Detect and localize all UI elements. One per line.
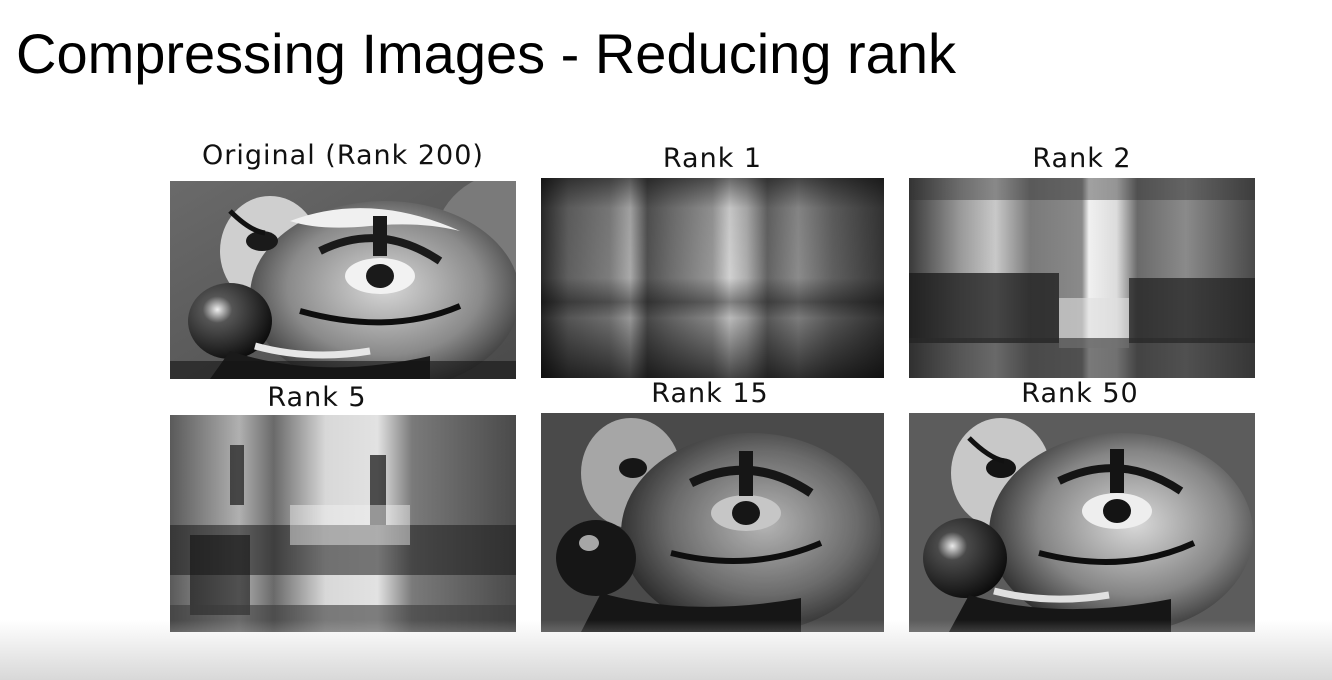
clown-image-rank-5 (170, 415, 516, 632)
panel-label-rank-2: Rank 2 (1032, 143, 1132, 174)
bottom-shadow (0, 620, 1332, 680)
panel-label-rank-50: Rank 50 (1021, 378, 1139, 409)
clown-image-original (170, 181, 516, 379)
clown-image-rank-50 (909, 413, 1255, 632)
panel-label-rank-15: Rank 15 (651, 378, 769, 409)
panel-label-original: Original (Rank 200) (202, 140, 484, 171)
clown-image-rank-2 (909, 178, 1255, 378)
clown-image-rank-15 (541, 413, 884, 632)
panel-label-rank-1: Rank 1 (662, 143, 763, 174)
clown-image-rank-1 (541, 178, 884, 378)
panel-label-rank-5: Rank 5 (267, 382, 367, 413)
slide-title: Compressing Images - Reducing rank (16, 22, 956, 85)
